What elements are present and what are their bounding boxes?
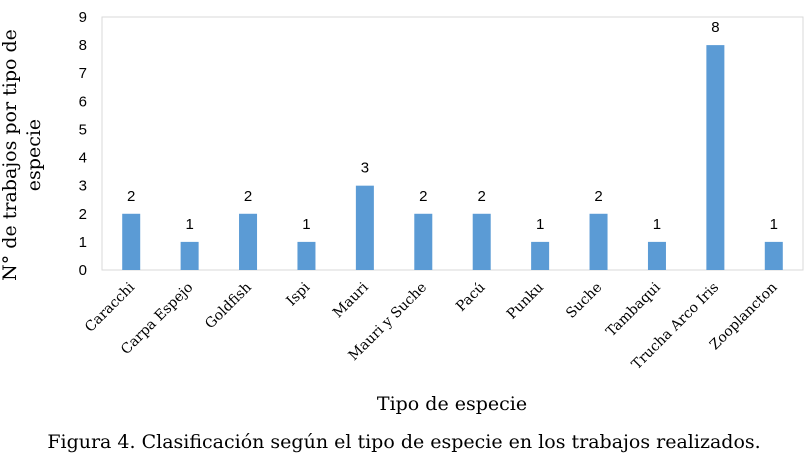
data-label: 1 bbox=[536, 216, 544, 233]
x-tick-label: Goldfish bbox=[202, 280, 255, 333]
y-axis-ticks: 0 1 2 3 4 5 6 7 8 9 bbox=[79, 9, 87, 279]
x-tick-label: Pacú bbox=[453, 280, 488, 315]
data-label: 2 bbox=[127, 188, 135, 205]
y-tick-label: 9 bbox=[79, 9, 87, 26]
data-labels-group: 2 1 2 1 3 2 2 1 2 1 8 1 bbox=[127, 19, 778, 233]
bar bbox=[355, 185, 374, 270]
bar bbox=[122, 213, 141, 270]
bar bbox=[706, 45, 725, 270]
y-tick-label: 3 bbox=[79, 178, 87, 195]
bar bbox=[180, 241, 199, 270]
bar bbox=[297, 241, 316, 270]
y-tick-label: 2 bbox=[79, 206, 87, 223]
data-label: 2 bbox=[244, 188, 252, 205]
bars-group bbox=[122, 45, 783, 270]
x-tick-label: Caracchi bbox=[82, 279, 138, 335]
y-tick-label: 4 bbox=[79, 150, 87, 167]
x-tick-label: Ispi bbox=[283, 279, 313, 309]
data-label: 1 bbox=[302, 216, 310, 233]
data-label: 3 bbox=[361, 160, 369, 177]
data-label: 2 bbox=[478, 188, 486, 205]
data-label: 2 bbox=[419, 188, 427, 205]
bar bbox=[414, 213, 433, 270]
y-tick-label: 0 bbox=[79, 262, 87, 279]
figure-caption: Figura 4. Clasificación según el tipo de… bbox=[47, 431, 760, 453]
y-axis-title-line-2: especie bbox=[23, 119, 45, 191]
plot-area-border bbox=[101, 16, 804, 271]
data-label: 2 bbox=[594, 188, 602, 205]
data-label: 1 bbox=[185, 216, 193, 233]
bar bbox=[589, 213, 608, 270]
y-tick-label: 6 bbox=[79, 93, 87, 110]
x-tick-label: Suche bbox=[563, 280, 605, 322]
bar bbox=[647, 241, 666, 270]
bar bbox=[239, 213, 258, 270]
data-label: 1 bbox=[653, 216, 661, 233]
y-axis-title-line-1: N° de trabajos por tipo de bbox=[0, 29, 21, 281]
y-tick-label: 5 bbox=[79, 121, 87, 138]
data-label: 1 bbox=[770, 216, 778, 233]
data-label: 8 bbox=[711, 19, 719, 36]
bar bbox=[531, 241, 550, 270]
y-tick-label: 8 bbox=[79, 37, 87, 54]
x-tick-label: Tambaqui bbox=[603, 279, 664, 340]
x-axis-title: Tipo de especie bbox=[377, 393, 527, 415]
y-tick-label: 7 bbox=[79, 65, 87, 82]
y-tick-label: 1 bbox=[79, 234, 87, 251]
x-tick-label: Punku bbox=[504, 280, 547, 323]
bar bbox=[764, 241, 783, 270]
x-tick-label: Mauri bbox=[330, 279, 372, 321]
bar bbox=[472, 213, 491, 270]
